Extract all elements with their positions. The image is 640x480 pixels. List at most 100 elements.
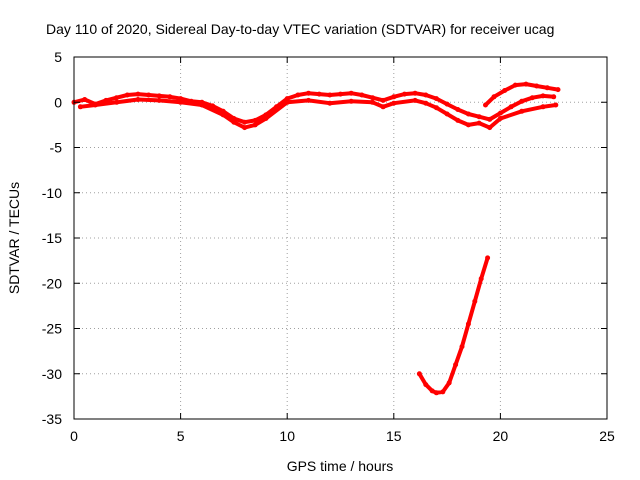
data-point: [284, 99, 290, 105]
data-point: [284, 96, 290, 102]
y-tick-label: -30: [42, 366, 62, 382]
axis-ticks: 0 5 10 15 20 25 5 0 -5 -10 -15 -20 -25 -30 -35: [42, 49, 615, 444]
data-point: [551, 94, 557, 100]
data-point: [167, 94, 173, 100]
x-tick-label: 25: [599, 428, 615, 444]
data-point: [519, 108, 525, 114]
y-tick-label: -35: [42, 411, 62, 427]
data-point: [544, 85, 550, 91]
data-point: [444, 111, 450, 117]
data-point: [391, 94, 397, 100]
data-point: [114, 99, 120, 105]
data-point: [146, 92, 152, 98]
data-point: [491, 94, 497, 100]
data-point: [252, 117, 258, 123]
data-point: [306, 97, 311, 103]
x-tick-label: 5: [177, 428, 185, 444]
data-point: [380, 97, 386, 103]
data-point: [412, 97, 418, 103]
data-point: [487, 125, 493, 131]
y-tick-label: -20: [42, 275, 62, 291]
data-point: [416, 371, 422, 377]
data-point: [519, 98, 525, 104]
data-point: [497, 110, 503, 116]
data-point: [455, 117, 461, 123]
data-point: [402, 91, 407, 97]
data-point: [114, 95, 120, 101]
data-point: [465, 111, 471, 117]
x-tick-label: 15: [386, 428, 402, 444]
data-point: [370, 99, 375, 105]
data-point: [391, 100, 397, 106]
data-point: [199, 102, 205, 108]
data-point: [433, 390, 439, 396]
data-point: [220, 112, 226, 118]
data-point: [338, 91, 343, 97]
data-point: [178, 96, 184, 102]
data-point: [135, 91, 141, 97]
data-point: [555, 87, 561, 93]
data-point: [124, 92, 130, 98]
data-point: [508, 104, 514, 110]
data-point: [455, 107, 461, 112]
data-point: [423, 382, 429, 388]
data-point: [487, 116, 493, 122]
data-point: [380, 104, 386, 110]
data-point: [77, 104, 83, 110]
data-point: [440, 389, 446, 395]
data-point: [433, 105, 439, 111]
data-point: [242, 119, 248, 125]
data-point: [502, 88, 508, 93]
data-point: [523, 81, 529, 87]
data-point: [210, 103, 216, 109]
data-point: [476, 120, 482, 126]
data-point: [529, 95, 535, 101]
data-point: [92, 102, 98, 108]
y-tick-label: 0: [54, 94, 62, 110]
data-point: [412, 90, 418, 96]
data-point: [429, 388, 435, 394]
data-point: [478, 276, 484, 282]
data-point: [540, 104, 546, 110]
data-point: [242, 125, 248, 131]
data-point: [465, 122, 471, 128]
data-point: [483, 102, 488, 108]
x-tick-label: 0: [70, 428, 78, 444]
data-point: [476, 114, 482, 120]
series-line-0: [72, 91, 556, 125]
data-point: [497, 116, 503, 121]
data-point: [263, 116, 269, 121]
data-point: [459, 344, 465, 350]
y-tick-label: -5: [50, 140, 63, 156]
data-point: [252, 122, 258, 128]
x-axis-title: GPS time / hours: [287, 458, 394, 474]
chart-title: Day 110 of 2020, Sidereal Day-to-day VTE…: [46, 21, 554, 37]
x-tick-label: 10: [279, 428, 295, 444]
data-point: [512, 82, 518, 88]
data-point: [178, 99, 184, 105]
data-point: [359, 92, 365, 98]
data-point: [348, 98, 354, 104]
data-point: [453, 362, 459, 368]
data-point: [327, 92, 333, 98]
data-point: [156, 97, 162, 103]
data-series: [71, 81, 561, 396]
y-tick-label: -10: [42, 185, 62, 201]
data-point: [433, 96, 439, 102]
data-point: [423, 92, 429, 98]
data-point: [231, 119, 237, 125]
data-point: [348, 90, 354, 96]
y-axis-title: SDTVAR / TECUs: [6, 182, 22, 294]
data-point: [295, 92, 301, 98]
x-tick-label: 20: [493, 428, 509, 444]
data-point: [135, 97, 141, 102]
data-point: [156, 93, 162, 99]
data-point: [540, 93, 546, 99]
data-point: [306, 90, 311, 96]
data-point: [82, 97, 88, 102]
data-point: [472, 298, 478, 304]
y-tick-label: -15: [42, 230, 62, 246]
data-point: [446, 380, 452, 386]
